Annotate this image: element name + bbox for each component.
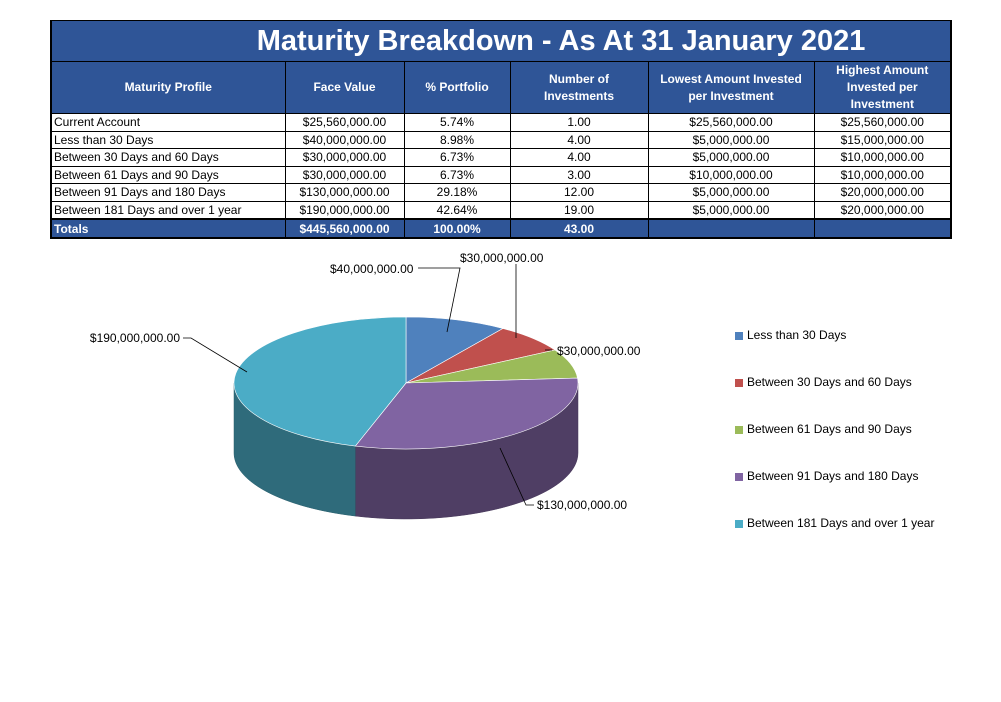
table-row: Current Account $25,560,000.00 5.74% 1.00 $2… bbox=[50, 113, 953, 132]
totals-row: Totals $445,560,000.00 100.00% 43.00 bbox=[50, 218, 953, 239]
totals-lowest-amount bbox=[647, 218, 815, 239]
legend-swatch-3 bbox=[735, 473, 743, 481]
cell-portfolio-percent: 8.98% bbox=[403, 130, 511, 149]
legend-label-3: Between 91 Days and 180 Days bbox=[747, 469, 918, 483]
data-label-2: $30,000,000.00 bbox=[557, 344, 641, 358]
leader-line-4 bbox=[183, 337, 248, 373]
data-label-0: $40,000,000.00 bbox=[330, 262, 414, 276]
legend-label-2: Between 61 Days and 90 Days bbox=[747, 422, 912, 436]
maturity-table: Maturity Breakdown - As At 31 January 20… bbox=[49, 20, 953, 239]
cell-face-value: $190,000,000.00 bbox=[284, 200, 405, 220]
legend-label-1: Between 30 Days and 60 Days bbox=[747, 375, 912, 389]
cell-maturity-profile: Between 61 Days and 90 Days bbox=[50, 165, 286, 184]
legend-swatch-4 bbox=[735, 520, 743, 528]
header-highest-amount: Highest Amount Invested per Investment bbox=[813, 61, 953, 114]
table-row: Between 91 Days and 180 Days $130,000,000… bbox=[50, 183, 953, 202]
legend-label-4: Between 181 Days and over 1 year bbox=[747, 516, 934, 530]
cell-face-value: $30,000,000.00 bbox=[284, 165, 405, 184]
table-row: Between 61 Days and 90 Days $30,000,000.0… bbox=[50, 165, 953, 184]
pie-slice-0 bbox=[405, 316, 504, 384]
data-label-1: $30,000,000.00 bbox=[460, 251, 544, 265]
pie-data-labels: $40,000,000.00 $30,000,000.00 $30,000,000.… bbox=[90, 251, 641, 512]
legend-swatch-1 bbox=[735, 379, 743, 387]
legend-label-0: Less than 30 Days bbox=[747, 328, 846, 342]
cell-highest-amount: $25,560,000.00 bbox=[813, 113, 953, 132]
header-portfolio-percent: % Portfolio bbox=[403, 61, 511, 114]
table-row: Between 30 Days and 60 Days $30,000,000.0… bbox=[50, 148, 953, 167]
cell-maturity-profile: Less than 30 Days bbox=[50, 130, 286, 149]
data-label-3: $130,000,000.00 bbox=[537, 498, 627, 512]
cell-lowest-amount: $10,000,000.00 bbox=[647, 165, 815, 184]
header-maturity-profile: Maturity Profile bbox=[50, 61, 286, 114]
cell-portfolio-percent: 29.18% bbox=[403, 183, 511, 202]
legend-swatch-0 bbox=[735, 332, 743, 340]
cell-highest-amount: $20,000,000.00 bbox=[813, 200, 953, 220]
cell-lowest-amount: $5,000,000.00 bbox=[647, 200, 815, 220]
report-title: Maturity Breakdown - As At 31 January 20… bbox=[49, 20, 953, 62]
pie-slice-3 bbox=[354, 377, 579, 450]
cell-highest-amount: $10,000,000.00 bbox=[813, 148, 953, 167]
header-number-of-investments: Number of Investments bbox=[509, 61, 649, 114]
totals-label: Totals bbox=[50, 218, 286, 239]
data-label-4: $190,000,000.00 bbox=[90, 331, 180, 345]
legend-swatch-2 bbox=[735, 426, 743, 434]
totals-highest-amount bbox=[813, 218, 953, 239]
table-row: Between 181 Days and over 1 year $190,000… bbox=[50, 200, 953, 220]
pie-top bbox=[233, 316, 579, 450]
pie-legend: Less than 30 Days Between 30 Days and 60 … bbox=[735, 328, 934, 530]
cell-face-value: $130,000,000.00 bbox=[284, 183, 405, 202]
cell-portfolio-percent: 42.64% bbox=[403, 200, 511, 220]
totals-face-value: $445,560,000.00 bbox=[284, 218, 405, 239]
cell-number-of-investments: 19.00 bbox=[509, 200, 649, 220]
cell-maturity-profile: Between 30 Days and 60 Days bbox=[50, 148, 286, 167]
cell-face-value: $25,560,000.00 bbox=[284, 113, 405, 132]
header-lowest-amount: Lowest Amount Invested per Investment bbox=[647, 61, 815, 114]
leader-line-0 bbox=[418, 267, 461, 333]
pie-slice-4 bbox=[233, 316, 407, 447]
cell-highest-amount: $10,000,000.00 bbox=[813, 165, 953, 184]
cell-maturity-profile: Between 181 Days and over 1 year bbox=[50, 200, 286, 220]
leader-line-3 bbox=[499, 447, 534, 506]
header-row: Maturity Profile Face Value % Portfolio … bbox=[50, 61, 953, 114]
cell-lowest-amount: $5,000,000.00 bbox=[647, 148, 815, 167]
totals-number-of-investments: 43.00 bbox=[509, 218, 649, 239]
